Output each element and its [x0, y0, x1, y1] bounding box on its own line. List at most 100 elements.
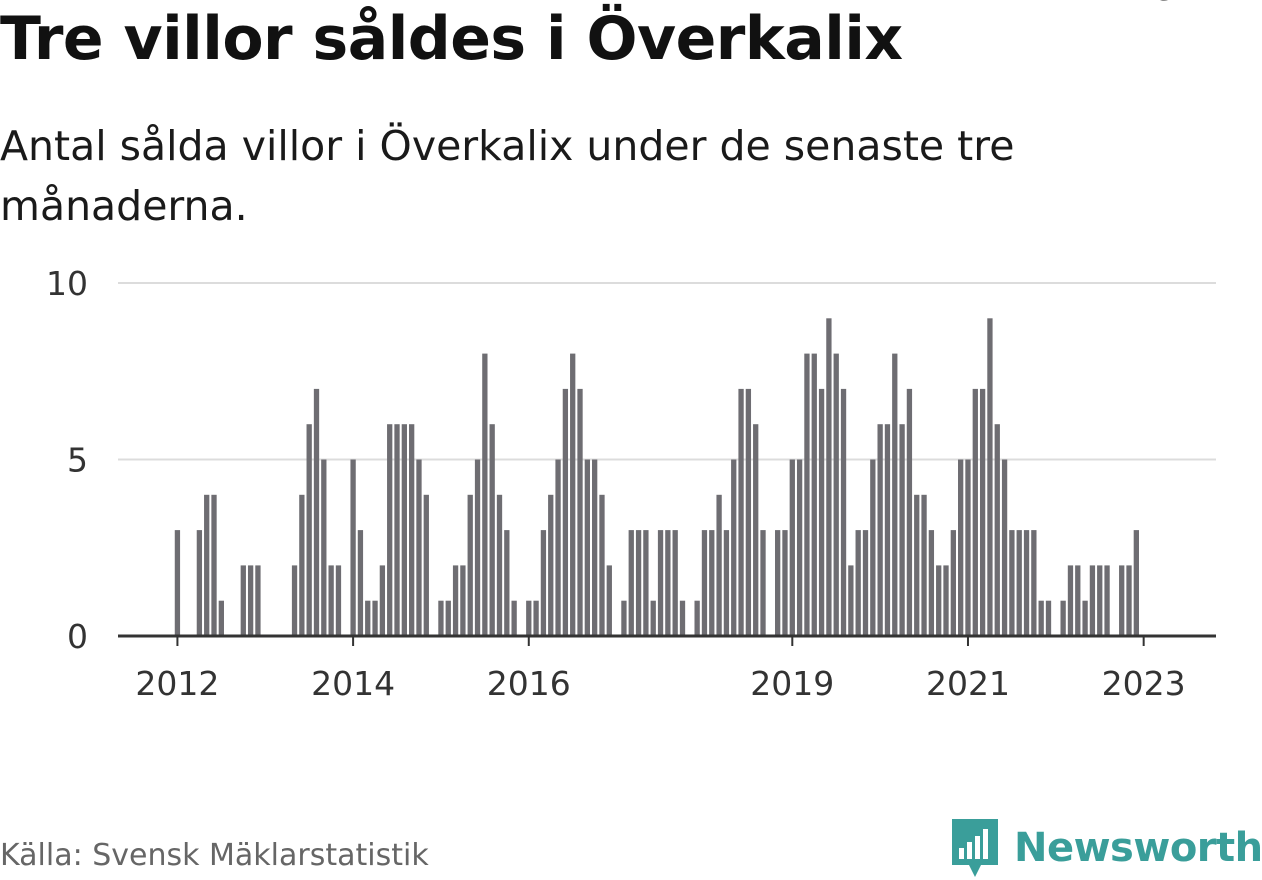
bar [584, 459, 590, 636]
bar [255, 565, 261, 636]
bar [1075, 565, 1081, 636]
bar [950, 530, 956, 636]
bar [1133, 530, 1139, 636]
bar [877, 424, 883, 636]
bar [818, 388, 825, 636]
bar [474, 459, 481, 636]
bar [665, 530, 671, 636]
bar [709, 530, 715, 636]
bar [1119, 565, 1125, 636]
bar [826, 318, 832, 636]
bar [211, 494, 217, 636]
bar [489, 424, 495, 636]
y-tick-label-10: 10 [46, 264, 88, 303]
x-tick-label-2021: 2021 [926, 664, 1010, 703]
bar [914, 494, 920, 636]
bar [760, 530, 766, 636]
bar [533, 600, 539, 636]
bar [650, 600, 656, 636]
bar [1038, 600, 1044, 636]
bar [496, 494, 503, 636]
bar [701, 530, 708, 636]
bar [365, 600, 371, 636]
source-note: Källa: Svensk Mäklarstatistik [0, 838, 429, 873]
bar [1104, 565, 1110, 636]
bar [870, 459, 876, 636]
bar [657, 530, 664, 636]
bar-chart-logo-icon [952, 819, 998, 877]
bar [745, 388, 752, 636]
bar [599, 494, 605, 636]
bar [204, 494, 210, 636]
x-tick-label-2019: 2019 [750, 664, 834, 703]
bar [643, 530, 649, 636]
bar [247, 565, 254, 636]
bar [577, 388, 583, 636]
x-tick-label-2023: 2023 [1102, 664, 1186, 703]
bar [409, 424, 415, 636]
bar [635, 530, 642, 636]
bar [855, 530, 861, 636]
bar [716, 494, 722, 636]
bar-chart: 0 5 10 2012 2014 2016 2019 2021 2023 3 [46, 0, 1216, 703]
x-tick-label-2016: 2016 [487, 664, 571, 703]
bar [1031, 530, 1037, 636]
x-tick-label-2014: 2014 [311, 664, 395, 703]
chart-title: Tre villor såldes i Överkalix [0, 4, 903, 74]
bar [357, 530, 364, 636]
bar [833, 353, 839, 636]
bar [840, 388, 847, 636]
bar [174, 530, 181, 636]
bar [987, 318, 993, 636]
bar [313, 388, 320, 636]
bar [1089, 565, 1096, 636]
bar [928, 530, 935, 636]
bar [548, 494, 554, 636]
bar [921, 494, 927, 636]
bar [511, 600, 517, 636]
bar [416, 459, 422, 636]
bar [328, 565, 334, 636]
bar [723, 530, 730, 636]
bar [438, 600, 444, 636]
bar [738, 388, 744, 636]
x-tick-label-2012: 2012 [135, 664, 219, 703]
highlight-value-label: 3 [1155, 0, 1176, 8]
bar [936, 565, 942, 636]
bar [540, 530, 547, 636]
bar [387, 424, 393, 636]
bar [291, 565, 298, 636]
bar [592, 459, 598, 636]
bar [782, 530, 788, 636]
bar [621, 600, 627, 636]
bar [1045, 600, 1052, 636]
bar [526, 600, 532, 636]
bar [504, 530, 510, 636]
bar [789, 459, 795, 636]
newsworthy-logo[interactable]: Newsworthy [950, 816, 1262, 880]
bar [731, 459, 737, 636]
bar [1023, 530, 1030, 636]
bar [1001, 459, 1008, 636]
bar [423, 494, 429, 636]
bar [1082, 600, 1088, 636]
bar [218, 600, 224, 636]
bar [628, 530, 634, 636]
bar [555, 459, 561, 636]
bar [196, 530, 203, 636]
bar [804, 353, 810, 636]
y-tick-label-5: 5 [67, 441, 88, 480]
bar [753, 424, 759, 636]
bar [335, 565, 342, 636]
bar [452, 565, 459, 636]
bar [694, 600, 700, 636]
bar [460, 565, 466, 636]
bar [1016, 530, 1022, 636]
y-tick-label-0: 0 [67, 617, 88, 656]
bar [606, 565, 612, 636]
bar [965, 459, 971, 636]
chart-subtitle: Antal sålda villor i Överkalix under de … [0, 122, 1015, 230]
bar [570, 353, 576, 636]
bar [372, 600, 378, 636]
brand-name: Newsworthy [1014, 825, 1262, 871]
